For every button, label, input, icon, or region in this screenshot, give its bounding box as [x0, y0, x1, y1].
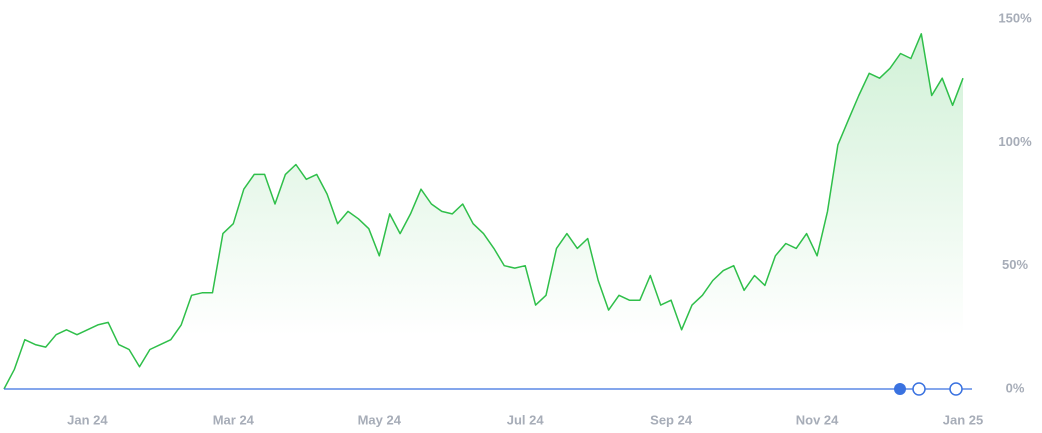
- range-handle[interactable]: [949, 382, 963, 396]
- x-tick-label: Jan 25: [943, 412, 983, 427]
- line: [3, 33, 964, 390]
- x-tick-label: Jul 24: [507, 412, 545, 427]
- y-tick-label: 0%: [1006, 380, 1025, 395]
- y-tick-label: 150%: [998, 10, 1032, 25]
- plot: [3, 33, 964, 390]
- x-tick-label: Jan 24: [67, 412, 108, 427]
- range-handle[interactable]: [912, 382, 926, 396]
- area: [4, 33, 963, 390]
- x-tick-label: Nov 24: [796, 412, 839, 427]
- y-tick-label: 50%: [1002, 257, 1028, 272]
- y-tick-label: 100%: [998, 134, 1032, 149]
- x-tick-label: May 24: [358, 412, 402, 427]
- range-handle[interactable]: [894, 383, 906, 395]
- x-tick-label: Mar 24: [213, 412, 255, 427]
- x-tick-label: Sep 24: [650, 412, 693, 427]
